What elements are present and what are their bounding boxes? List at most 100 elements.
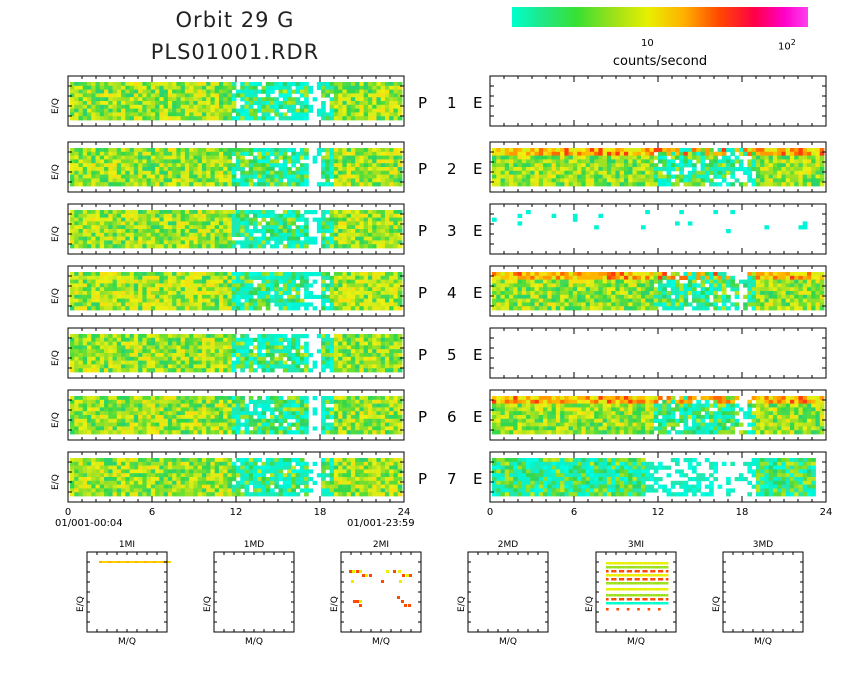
heatmap-cell xyxy=(815,275,821,280)
heatmap-cell xyxy=(572,182,578,187)
heatmap-cell xyxy=(811,283,816,288)
heatmap-cell xyxy=(730,275,736,280)
heatmap-cell xyxy=(683,283,689,288)
heatmap-cell xyxy=(142,236,148,241)
heatmap-cell xyxy=(295,85,301,90)
heatmap-cell xyxy=(806,167,812,172)
heatmap-cell xyxy=(125,229,130,234)
heatmap-cell xyxy=(197,341,203,346)
heatmap-cell xyxy=(372,210,377,215)
heatmap-cell xyxy=(253,221,258,226)
heatmap-cell xyxy=(99,337,105,342)
heatmap-cell xyxy=(572,279,578,284)
heatmap-cell xyxy=(530,182,535,187)
heatmap-cell xyxy=(223,82,228,87)
heatmap-cell xyxy=(338,89,343,94)
heatmap-cell xyxy=(218,104,224,109)
heatmap-cell xyxy=(606,182,612,187)
heatmap-cell xyxy=(346,232,352,237)
heatmap-cell xyxy=(781,294,787,299)
heatmap-cell xyxy=(172,279,177,284)
heatmap-cell xyxy=(99,221,105,226)
heatmap-cell xyxy=(210,272,216,277)
heatmap-cell xyxy=(355,93,360,98)
heatmap-cell xyxy=(163,306,169,311)
heatmap-cell xyxy=(129,174,135,179)
heatmap-cell xyxy=(785,294,791,299)
heatmap-cell xyxy=(517,159,523,164)
heatmap-cell xyxy=(223,356,228,361)
heatmap-cell xyxy=(393,178,399,183)
heatmap-cell xyxy=(253,148,258,153)
heatmap-cell xyxy=(129,279,135,284)
heatmap-cell xyxy=(496,275,501,280)
heatmap-cell xyxy=(675,155,680,160)
heatmap-cell xyxy=(755,279,761,284)
heatmap-cell xyxy=(142,240,148,245)
heatmap-cell xyxy=(755,275,761,280)
heatmap-cell xyxy=(150,217,156,222)
heatmap-cell xyxy=(193,148,199,153)
heatmap-cell xyxy=(589,155,595,160)
heatmap-cell xyxy=(133,182,139,187)
heatmap-cell xyxy=(393,85,399,90)
heatmap-cell xyxy=(240,93,245,98)
heatmap-cell xyxy=(91,232,96,237)
heatmap-cell xyxy=(138,345,143,350)
heatmap-cell xyxy=(295,82,301,87)
heatmap-cell xyxy=(747,287,753,292)
heatmap-cell xyxy=(350,85,356,90)
heatmap-cell xyxy=(180,159,186,164)
heatmap-cell xyxy=(734,306,740,311)
heatmap-cell xyxy=(163,159,169,164)
heatmap-cell xyxy=(244,232,250,237)
heatmap-cell xyxy=(180,112,186,117)
heatmap-cell xyxy=(184,108,190,113)
heatmap-cell xyxy=(367,279,373,284)
heatmap-cell xyxy=(299,151,305,156)
heatmap-cell xyxy=(210,178,216,183)
heatmap-cell xyxy=(223,298,228,303)
heatmap-cell xyxy=(270,82,275,87)
heatmap-cell xyxy=(806,155,812,160)
heatmap-cell xyxy=(70,240,75,245)
heatmap-cell xyxy=(802,306,808,311)
heatmap-cell xyxy=(683,287,689,292)
heatmap-cell xyxy=(785,291,791,296)
heatmap-cell xyxy=(155,174,160,179)
heatmap-cell xyxy=(244,116,250,121)
heatmap-cell xyxy=(376,302,382,307)
heatmap-cell xyxy=(159,232,165,237)
heatmap-cell xyxy=(244,244,250,249)
heatmap-cell xyxy=(210,89,216,94)
heatmap-cell xyxy=(99,85,105,90)
heatmap-cell xyxy=(602,279,608,284)
heatmap-cell xyxy=(172,225,177,230)
heatmap-cell xyxy=(321,210,326,215)
heatmap-cell xyxy=(95,306,101,311)
heatmap-cell xyxy=(184,89,190,94)
file-name: PLS01001.RDR xyxy=(150,40,320,64)
heatmap-cell xyxy=(598,167,604,172)
heatmap-cell xyxy=(133,302,139,307)
heatmap-cell xyxy=(159,275,165,280)
heatmap-cell xyxy=(270,360,275,365)
heatmap-cell xyxy=(819,291,825,296)
heatmap-cell xyxy=(551,306,557,311)
heatmap-cell xyxy=(504,306,510,311)
heatmap-cell xyxy=(129,159,135,164)
heatmap-cell xyxy=(376,159,382,164)
heatmap-cell xyxy=(253,345,258,350)
heatmap-cell xyxy=(125,108,130,113)
heatmap-cell xyxy=(138,104,143,109)
heatmap-cell xyxy=(504,159,510,164)
heatmap-cell xyxy=(240,334,245,339)
heatmap-cell xyxy=(244,159,250,164)
heatmap-cell xyxy=(167,170,173,175)
heatmap-cell xyxy=(363,82,369,87)
heatmap-cell xyxy=(713,291,718,296)
heatmap-cell xyxy=(653,163,659,168)
heatmap-cell xyxy=(159,174,165,179)
heatmap-cell xyxy=(78,306,84,311)
heatmap-cell xyxy=(321,167,326,172)
